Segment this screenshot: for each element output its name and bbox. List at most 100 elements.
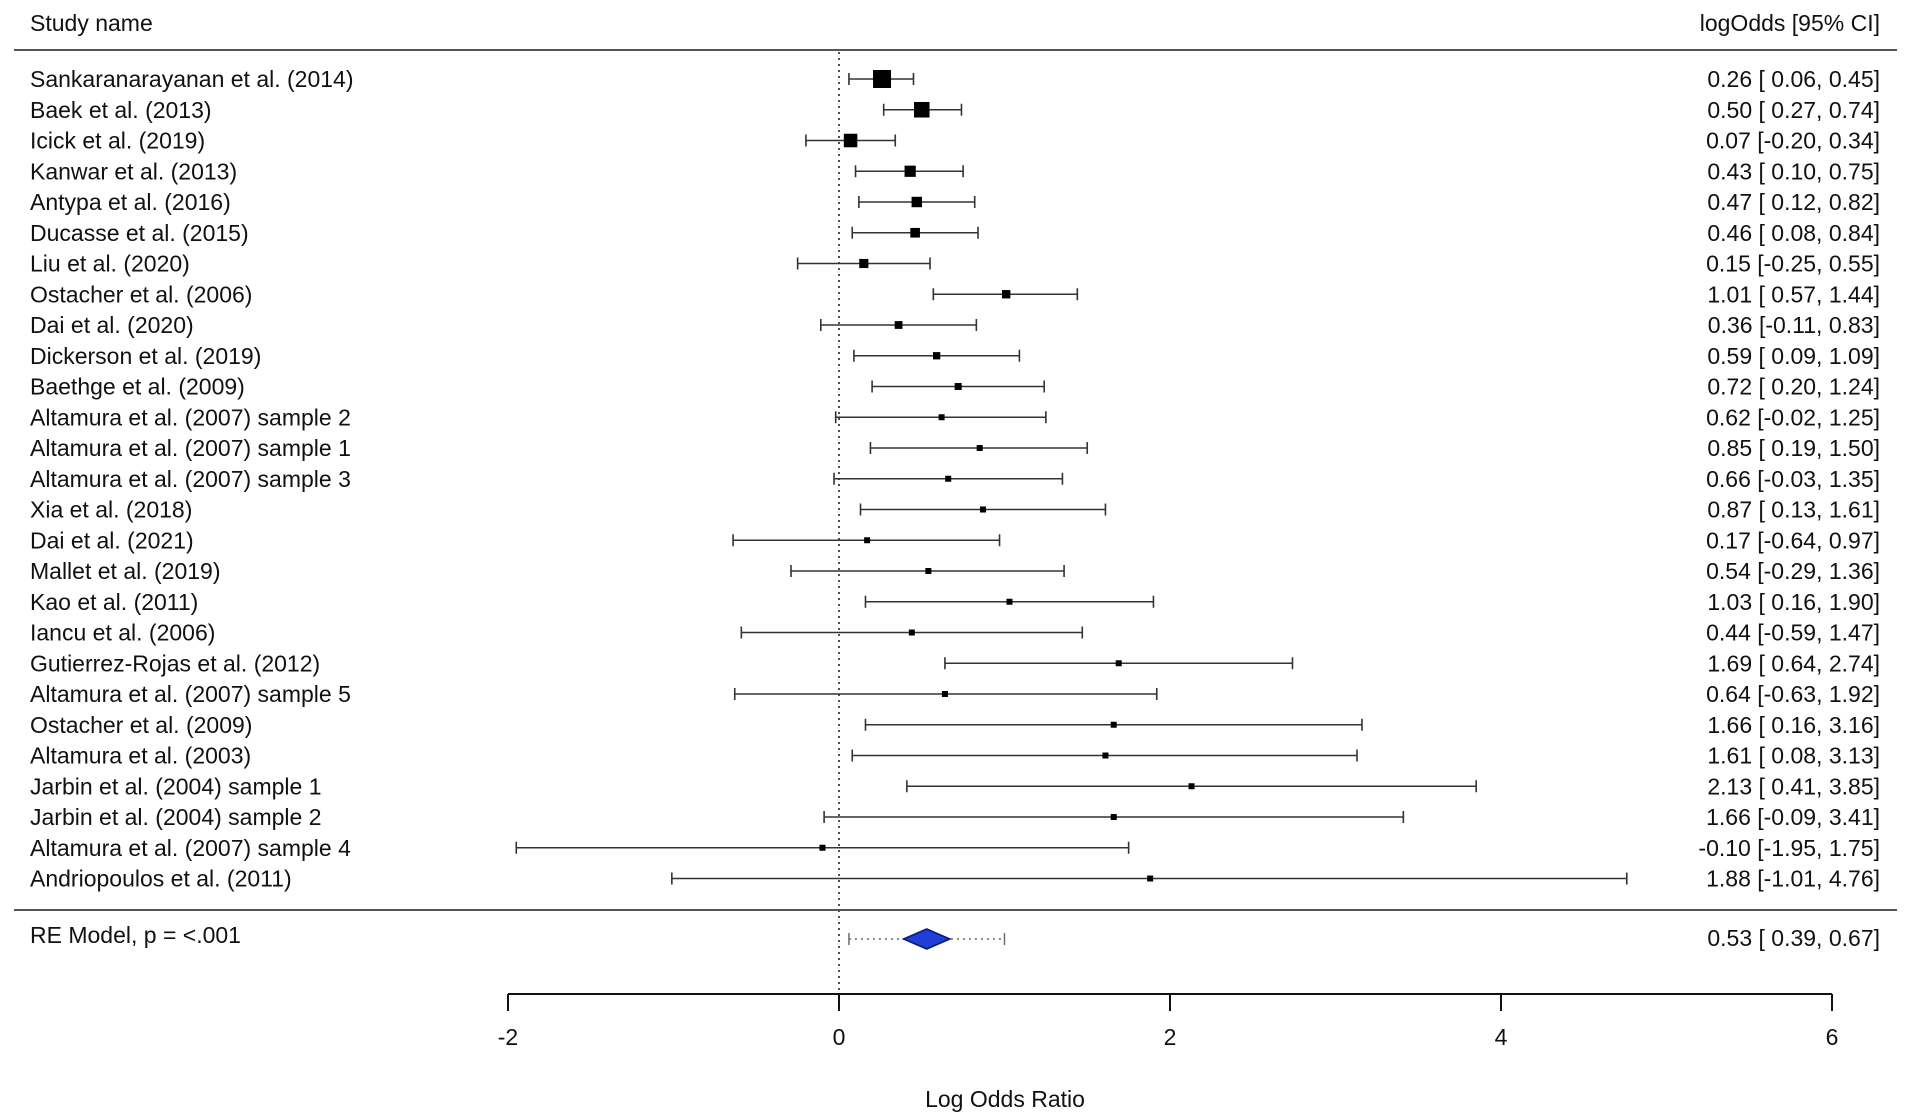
study-row: Kanwar et al. (2013) 0.43 [ 0.10, 0.75] — [30, 158, 1880, 184]
study-name: Iancu et al. (2006) — [30, 620, 215, 646]
study-row: Mallet et al. (2019) 0.54 [-0.29, 1.36] — [30, 558, 1880, 584]
study-rows: Sankaranarayanan et al. (2014) 0.26 [ 0.0… — [30, 66, 1880, 892]
point-estimate-square — [925, 568, 932, 574]
study-row: Dai et al. (2021) 0.17 [-0.64, 0.97] — [30, 527, 1880, 553]
x-tick-label: 6 — [1826, 1024, 1839, 1050]
study-row: Ostacher et al. (2009) 1.66 [ 0.16, 3.16] — [30, 712, 1880, 738]
study-row: Kao et al. (2011) 1.03 [ 0.16, 1.90] — [30, 589, 1880, 615]
study-row: Altamura et al. (2007) sample 5 0.64 [-0.… — [30, 681, 1880, 707]
point-estimate-square — [954, 382, 962, 391]
point-estimate-square — [908, 629, 915, 636]
x-tick-label: 2 — [1164, 1024, 1177, 1050]
point-estimate-square — [904, 165, 916, 177]
summary-estimate-text: 0.53 [ 0.39, 0.67] — [1707, 925, 1880, 951]
study-name: Jarbin et al. (2004) sample 1 — [30, 773, 322, 799]
study-row: Andriopoulos et al. (2011) 1.88 [-1.01, 4… — [30, 866, 1880, 892]
point-estimate-square — [941, 691, 948, 697]
study-row: Antypa et al. (2016) 0.47 [ 0.12, 0.82] — [30, 189, 1880, 215]
x-axis-label: Log Odds Ratio — [925, 1086, 1085, 1112]
study-name: Mallet et al. (2019) — [30, 558, 220, 584]
study-name: Liu et al. (2020) — [30, 251, 190, 277]
point-estimate-square — [910, 227, 920, 238]
study-estimate-text: 0.15 [-0.25, 0.55] — [1706, 251, 1880, 277]
point-estimate-square — [938, 414, 945, 421]
study-row: Altamura et al. (2007) sample 2 0.62 [-0.… — [30, 404, 1880, 430]
study-name: Altamura et al. (2003) — [30, 743, 251, 769]
study-estimate-text: 0.66 [-0.03, 1.35] — [1706, 466, 1880, 492]
study-estimate-text: 1.66 [ 0.16, 3.16] — [1707, 712, 1880, 738]
point-estimate-square — [911, 196, 922, 208]
point-estimate-square — [979, 506, 986, 513]
point-estimate-square — [843, 133, 858, 148]
study-name: Antypa et al. (2016) — [30, 189, 231, 215]
study-estimate-text: 1.61 [ 0.08, 3.13] — [1707, 743, 1880, 769]
study-estimate-text: 0.64 [-0.63, 1.92] — [1706, 681, 1880, 707]
study-row: Altamura et al. (2007) sample 3 0.66 [-0.… — [30, 466, 1880, 492]
study-row: Jarbin et al. (2004) sample 1 2.13 [ 0.41… — [30, 773, 1880, 799]
study-name: Baethge et al. (2009) — [30, 374, 245, 400]
study-estimate-text: 0.46 [ 0.08, 0.84] — [1707, 220, 1880, 246]
study-estimate-text: 1.66 [-0.09, 3.41] — [1706, 804, 1880, 830]
study-name: Dickerson et al. (2019) — [30, 343, 261, 369]
point-estimate-square — [1110, 721, 1117, 728]
point-estimate-square — [1102, 752, 1109, 759]
x-tick-label: -2 — [498, 1024, 518, 1050]
study-estimate-text: 0.36 [-0.11, 0.83] — [1708, 312, 1880, 338]
study-estimate-text: 0.87 [ 0.13, 1.61] — [1707, 497, 1880, 523]
study-estimate-text: 0.59 [ 0.09, 1.09] — [1707, 343, 1880, 369]
study-row: Altamura et al. (2003) 1.61 [ 0.08, 3.13] — [30, 743, 1880, 769]
study-name: Altamura et al. (2007) sample 5 — [30, 681, 351, 707]
point-estimate-square — [819, 844, 826, 851]
study-name: Ducasse et al. (2015) — [30, 220, 249, 246]
study-name: Dai et al. (2020) — [30, 312, 194, 338]
study-estimate-text: 0.54 [-0.29, 1.36] — [1706, 558, 1880, 584]
study-row: Baethge et al. (2009) 0.72 [ 0.20, 1.24] — [30, 374, 1880, 400]
summary-marks — [848, 928, 1006, 950]
study-row: Xia et al. (2018) 0.87 [ 0.13, 1.61] — [30, 497, 1880, 523]
study-row: Dai et al. (2020) 0.36 [-0.11, 0.83] — [30, 312, 1880, 338]
study-estimate-text: 1.69 [ 0.64, 2.74] — [1707, 650, 1880, 676]
study-name: Altamura et al. (2007) sample 1 — [30, 435, 351, 461]
study-name: Dai et al. (2021) — [30, 527, 194, 553]
study-name: Baek et al. (2013) — [30, 97, 212, 123]
point-estimate-square — [1110, 814, 1117, 820]
study-estimate-text: 0.47 [ 0.12, 0.82] — [1707, 189, 1880, 215]
study-row: Liu et al. (2020) 0.15 [-0.25, 0.55] — [30, 251, 1880, 277]
study-estimate-text: 1.88 [-1.01, 4.76] — [1706, 866, 1880, 892]
study-name: Andriopoulos et al. (2011) — [30, 866, 292, 892]
study-estimate-text: 0.17 [-0.64, 0.97] — [1706, 527, 1880, 553]
study-row: Sankaranarayanan et al. (2014) 0.26 [ 0.0… — [30, 66, 1880, 92]
study-row: Altamura et al. (2007) sample 4 -0.10 [-1… — [30, 835, 1880, 861]
study-estimate-text: 0.43 [ 0.10, 0.75] — [1707, 158, 1880, 184]
study-row: Gutierrez-Rojas et al. (2012) 1.69 [ 0.64… — [30, 650, 1880, 676]
study-row: Dickerson et al. (2019) 0.59 [ 0.09, 1.09… — [30, 343, 1880, 369]
x-axis: -2 0 2 4 6 — [498, 993, 1839, 1050]
study-estimate-text: 0.62 [-0.02, 1.25] — [1706, 404, 1880, 430]
study-name: Icick et al. (2019) — [30, 128, 205, 154]
study-row: Iancu et al. (2006) 0.44 [-0.59, 1.47] — [30, 620, 1880, 646]
point-estimate-square — [1115, 660, 1122, 667]
study-name: Xia et al. (2018) — [30, 497, 192, 523]
study-row: Ostacher et al. (2006) 1.01 [ 0.57, 1.44] — [30, 281, 1880, 307]
study-estimate-text: 0.26 [ 0.06, 0.45] — [1707, 66, 1880, 92]
study-name: Ostacher et al. (2006) — [30, 281, 252, 307]
study-name: Ostacher et al. (2009) — [30, 712, 252, 738]
study-name: Altamura et al. (2007) sample 3 — [30, 466, 351, 492]
study-estimate-text: 0.44 [-0.59, 1.47] — [1706, 620, 1880, 646]
point-estimate-square — [859, 258, 869, 269]
study-row: Altamura et al. (2007) sample 1 0.85 [ 0.… — [30, 435, 1880, 461]
summary-label: RE Model, p = <.001 — [30, 922, 241, 948]
study-estimate-text: 0.50 [ 0.27, 0.74] — [1707, 97, 1880, 123]
study-name: Kanwar et al. (2013) — [30, 158, 237, 184]
study-name: Kao et al. (2011) — [30, 589, 198, 615]
study-estimate-text: 1.03 [ 0.16, 1.90] — [1707, 589, 1880, 615]
estimate-header: logOdds [95% CI] — [1700, 10, 1880, 36]
study-name: Gutierrez-Rojas et al. (2012) — [30, 650, 320, 676]
point-estimate-square — [873, 70, 892, 88]
study-estimate-text: 0.85 [ 0.19, 1.50] — [1707, 435, 1880, 461]
x-tick-label: 4 — [1495, 1024, 1508, 1050]
study-estimate-text: -0.10 [-1.95, 1.75] — [1698, 835, 1880, 861]
point-estimate-square — [945, 475, 952, 482]
point-estimate-square — [1006, 598, 1013, 605]
